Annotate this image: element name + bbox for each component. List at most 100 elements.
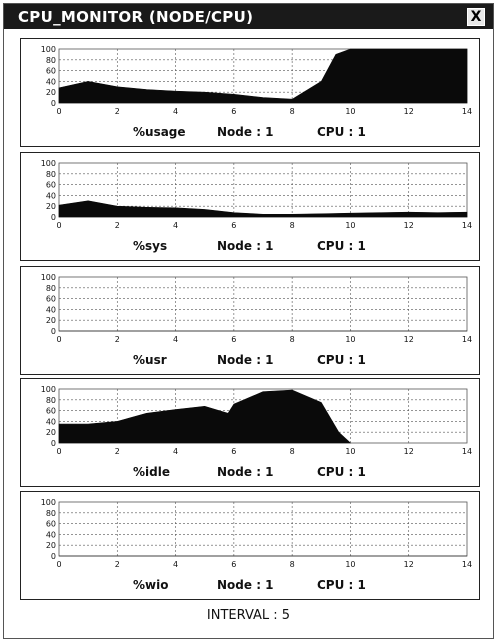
- y-tick-label: 0: [51, 439, 56, 448]
- x-tick-label: 12: [404, 221, 414, 230]
- y-tick-label: 80: [46, 56, 56, 65]
- x-tick-label: 8: [290, 221, 295, 230]
- chart-panel-sys: 100 80 60 40 20 0 0 2 4 6 8 10 12 14 %sys Node : 1 CPU :…: [20, 152, 480, 261]
- x-tick-label: 10: [345, 447, 355, 456]
- y-tick-label: 20: [46, 428, 56, 437]
- x-tick-label: 2: [115, 560, 120, 569]
- y-tick-label: 40: [46, 530, 56, 539]
- y-tick-label: 100: [41, 45, 56, 54]
- y-tick-label: 80: [46, 509, 56, 518]
- y-tick-label: 100: [41, 273, 56, 282]
- x-tick-label: 14: [462, 560, 472, 569]
- y-tick-label: 20: [46, 202, 56, 211]
- node-label: Node : 1: [217, 125, 274, 139]
- x-tick-label: 12: [404, 560, 414, 569]
- x-tick-label: 14: [462, 447, 472, 456]
- x-tick-label: 0: [56, 221, 61, 230]
- y-tick-label: 40: [46, 191, 56, 200]
- y-tick-label: 0: [51, 99, 56, 108]
- x-tick-label: 6: [231, 447, 236, 456]
- cpu-label: CPU : 1: [317, 125, 366, 139]
- x-tick-label: 2: [115, 447, 120, 456]
- chart-panel-usr: 100 80 60 40 20 0 0 2 4 6 8 10 12 14 %usr Node : 1 CPU :…: [20, 266, 480, 375]
- x-tick-label: 2: [115, 221, 120, 230]
- metric-label: %usage: [133, 125, 186, 139]
- x-tick-label: 10: [345, 560, 355, 569]
- node-label: Node : 1: [217, 465, 274, 479]
- chart-panel-wio: 100 80 60 40 20 0 0 2 4 6 8 10 12 14 %wio Node : 1 CPU :…: [20, 491, 480, 600]
- y-tick-label: 60: [46, 181, 56, 190]
- x-tick-label: 12: [404, 107, 414, 116]
- y-tick-label: 60: [46, 407, 56, 416]
- x-tick-label: 12: [404, 447, 414, 456]
- x-tick-label: 10: [345, 221, 355, 230]
- x-tick-label: 4: [173, 560, 178, 569]
- y-tick-label: 60: [46, 520, 56, 529]
- x-tick-label: 8: [290, 107, 295, 116]
- y-tick-label: 100: [41, 159, 56, 168]
- title-bar[interactable]: CPU_MONITOR (NODE/CPU) X: [4, 4, 493, 29]
- y-tick-label: 40: [46, 417, 56, 426]
- cpu-label: CPU : 1: [317, 578, 366, 592]
- x-tick-label: 8: [290, 447, 295, 456]
- node-label: Node : 1: [217, 353, 274, 367]
- x-tick-label: 14: [462, 107, 472, 116]
- y-tick-label: 20: [46, 541, 56, 550]
- cpu-label: CPU : 1: [317, 353, 366, 367]
- y-tick-label: 0: [51, 213, 56, 222]
- y-tick-label: 80: [46, 284, 56, 293]
- x-tick-label: 4: [173, 221, 178, 230]
- x-tick-label: 10: [345, 335, 355, 344]
- y-tick-label: 0: [51, 327, 56, 336]
- close-button[interactable]: X: [467, 8, 485, 26]
- plot-frame: [58, 501, 468, 557]
- x-tick-label: 0: [56, 560, 61, 569]
- y-tick-label: 0: [51, 552, 56, 561]
- cpu-label: CPU : 1: [317, 239, 366, 253]
- node-label: Node : 1: [217, 578, 274, 592]
- x-tick-label: 14: [462, 221, 472, 230]
- chart-panel-usage: 100 80 60 40 20 0 0 2 4 6 8 10 12 14 %usage Node : 1 CPU…: [20, 38, 480, 147]
- node-label: Node : 1: [217, 239, 274, 253]
- x-tick-label: 4: [173, 335, 178, 344]
- x-tick-label: 14: [462, 335, 472, 344]
- metric-label: %sys: [133, 239, 167, 253]
- window-title: CPU_MONITOR (NODE/CPU): [18, 8, 254, 26]
- series-area-usage: [58, 48, 468, 104]
- x-tick-label: 6: [231, 107, 236, 116]
- y-tick-label: 40: [46, 305, 56, 314]
- x-tick-label: 12: [404, 335, 414, 344]
- series-area-sys: [58, 200, 468, 218]
- x-tick-label: 6: [231, 560, 236, 569]
- cpu-monitor-window: CPU_MONITOR (NODE/CPU) X 100 80 60 40 20 0 0 2 4…: [3, 3, 494, 639]
- metric-label: %idle: [133, 465, 170, 479]
- x-tick-label: 10: [345, 107, 355, 116]
- x-tick-label: 0: [56, 107, 61, 116]
- x-tick-label: 6: [231, 335, 236, 344]
- x-tick-label: 2: [115, 107, 120, 116]
- x-tick-label: 8: [290, 560, 295, 569]
- metric-label: %usr: [133, 353, 167, 367]
- y-tick-label: 20: [46, 88, 56, 97]
- y-tick-label: 80: [46, 396, 56, 405]
- y-tick-label: 60: [46, 295, 56, 304]
- y-tick-label: 40: [46, 77, 56, 86]
- y-tick-label: 100: [41, 498, 56, 507]
- y-tick-label: 20: [46, 316, 56, 325]
- interval-label: INTERVAL : 5: [206, 608, 291, 623]
- x-tick-label: 8: [290, 335, 295, 344]
- x-tick-label: 0: [56, 335, 61, 344]
- plot-frame: [58, 276, 468, 332]
- y-tick-label: 100: [41, 385, 56, 394]
- x-tick-label: 0: [56, 447, 61, 456]
- x-tick-label: 6: [231, 221, 236, 230]
- y-tick-label: 80: [46, 170, 56, 179]
- cpu-label: CPU : 1: [317, 465, 366, 479]
- x-tick-label: 4: [173, 107, 178, 116]
- metric-label: %wio: [133, 578, 168, 592]
